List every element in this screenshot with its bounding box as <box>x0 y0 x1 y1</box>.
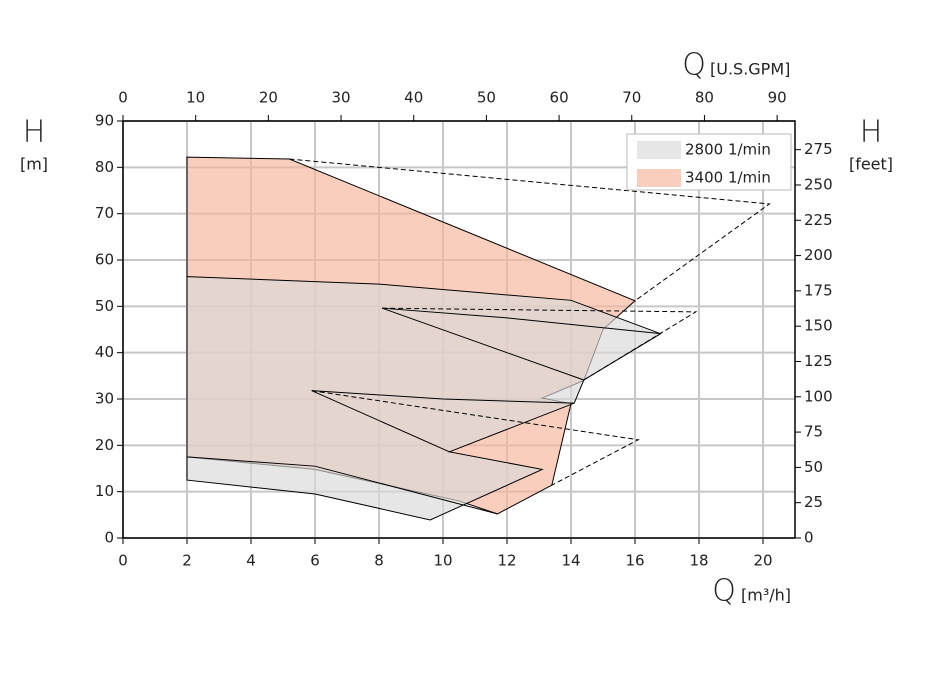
x2-label: Q <box>682 48 706 83</box>
x-tick-label: 16 <box>625 552 644 570</box>
y-unit: [m] <box>20 155 48 174</box>
x2-tick-label: 10 <box>186 89 205 107</box>
operating-region <box>186 276 662 521</box>
x-label: Q <box>712 574 736 609</box>
x-tick-label: 8 <box>374 552 384 570</box>
curve-line <box>382 307 661 335</box>
y2-tick-label: 100 <box>804 387 833 405</box>
y2-tick-label: 150 <box>804 317 833 335</box>
x2-tick-label: 20 <box>259 89 278 107</box>
x-tick-label: 14 <box>561 552 580 570</box>
x2-unit: [U.S.GPM] <box>710 60 790 79</box>
y-tick-label: 30 <box>95 390 114 408</box>
x-tick-label: 20 <box>753 552 772 570</box>
y2-tick-label: 225 <box>804 211 833 229</box>
y2-tick-label: 50 <box>804 458 823 476</box>
legend-label: 2800 1/min <box>685 141 771 159</box>
y2-tick-label: 75 <box>804 423 823 441</box>
curve-line <box>186 456 498 515</box>
plot-frame <box>122 120 796 539</box>
y2-unit: [feet] <box>849 155 893 174</box>
y-tick-label: 40 <box>95 343 114 361</box>
x2-tick-label: 30 <box>331 89 350 107</box>
y-tick-label: 70 <box>95 204 114 222</box>
y2-tick-label: 250 <box>804 175 833 193</box>
curve-line <box>382 307 584 381</box>
x2-tick-label: 70 <box>622 89 641 107</box>
x-tick-label: 4 <box>246 552 256 570</box>
y2-tick-label: 275 <box>804 140 833 158</box>
x2-tick-label: 60 <box>550 89 569 107</box>
y-tick-label: 50 <box>95 297 114 315</box>
curve-line <box>311 390 575 404</box>
legend-label: 3400 1/min <box>685 169 771 187</box>
legend-swatch <box>637 169 681 187</box>
x-tick-label: 18 <box>689 552 708 570</box>
x-tick-label: 10 <box>433 552 452 570</box>
x2-tick-label: 0 <box>118 89 128 107</box>
x2-tick-label: 50 <box>477 89 496 107</box>
y-tick-label: 20 <box>95 436 114 454</box>
x-tick-label: 6 <box>310 552 320 570</box>
y2-label: H <box>860 115 883 150</box>
y2-tick-label: 0 <box>804 529 814 547</box>
legend-swatch <box>637 141 681 159</box>
limit-line <box>289 158 771 302</box>
x-unit: [m³/h] <box>741 586 791 605</box>
y-label: H <box>23 115 46 150</box>
y2-tick-label: 175 <box>804 281 833 299</box>
y-tick-label: 0 <box>104 529 114 547</box>
x2-tick-label: 90 <box>768 89 787 107</box>
y2-tick-label: 25 <box>804 493 823 511</box>
x-tick-label: 2 <box>182 552 192 570</box>
y-tick-label: 60 <box>95 251 114 269</box>
y2-tick-label: 200 <box>804 246 833 264</box>
x2-tick-label: 40 <box>404 89 423 107</box>
x-tick-label: 0 <box>118 552 128 570</box>
x-tick-label: 12 <box>497 552 516 570</box>
curve-line <box>311 390 450 453</box>
y-tick-label: 90 <box>95 112 114 130</box>
x2-tick-label: 80 <box>695 89 714 107</box>
limit-line <box>311 390 640 486</box>
limit-line <box>382 307 698 381</box>
y2-tick-label: 125 <box>804 352 833 370</box>
y-tick-label: 10 <box>95 482 114 500</box>
y-tick-label: 80 <box>95 158 114 176</box>
